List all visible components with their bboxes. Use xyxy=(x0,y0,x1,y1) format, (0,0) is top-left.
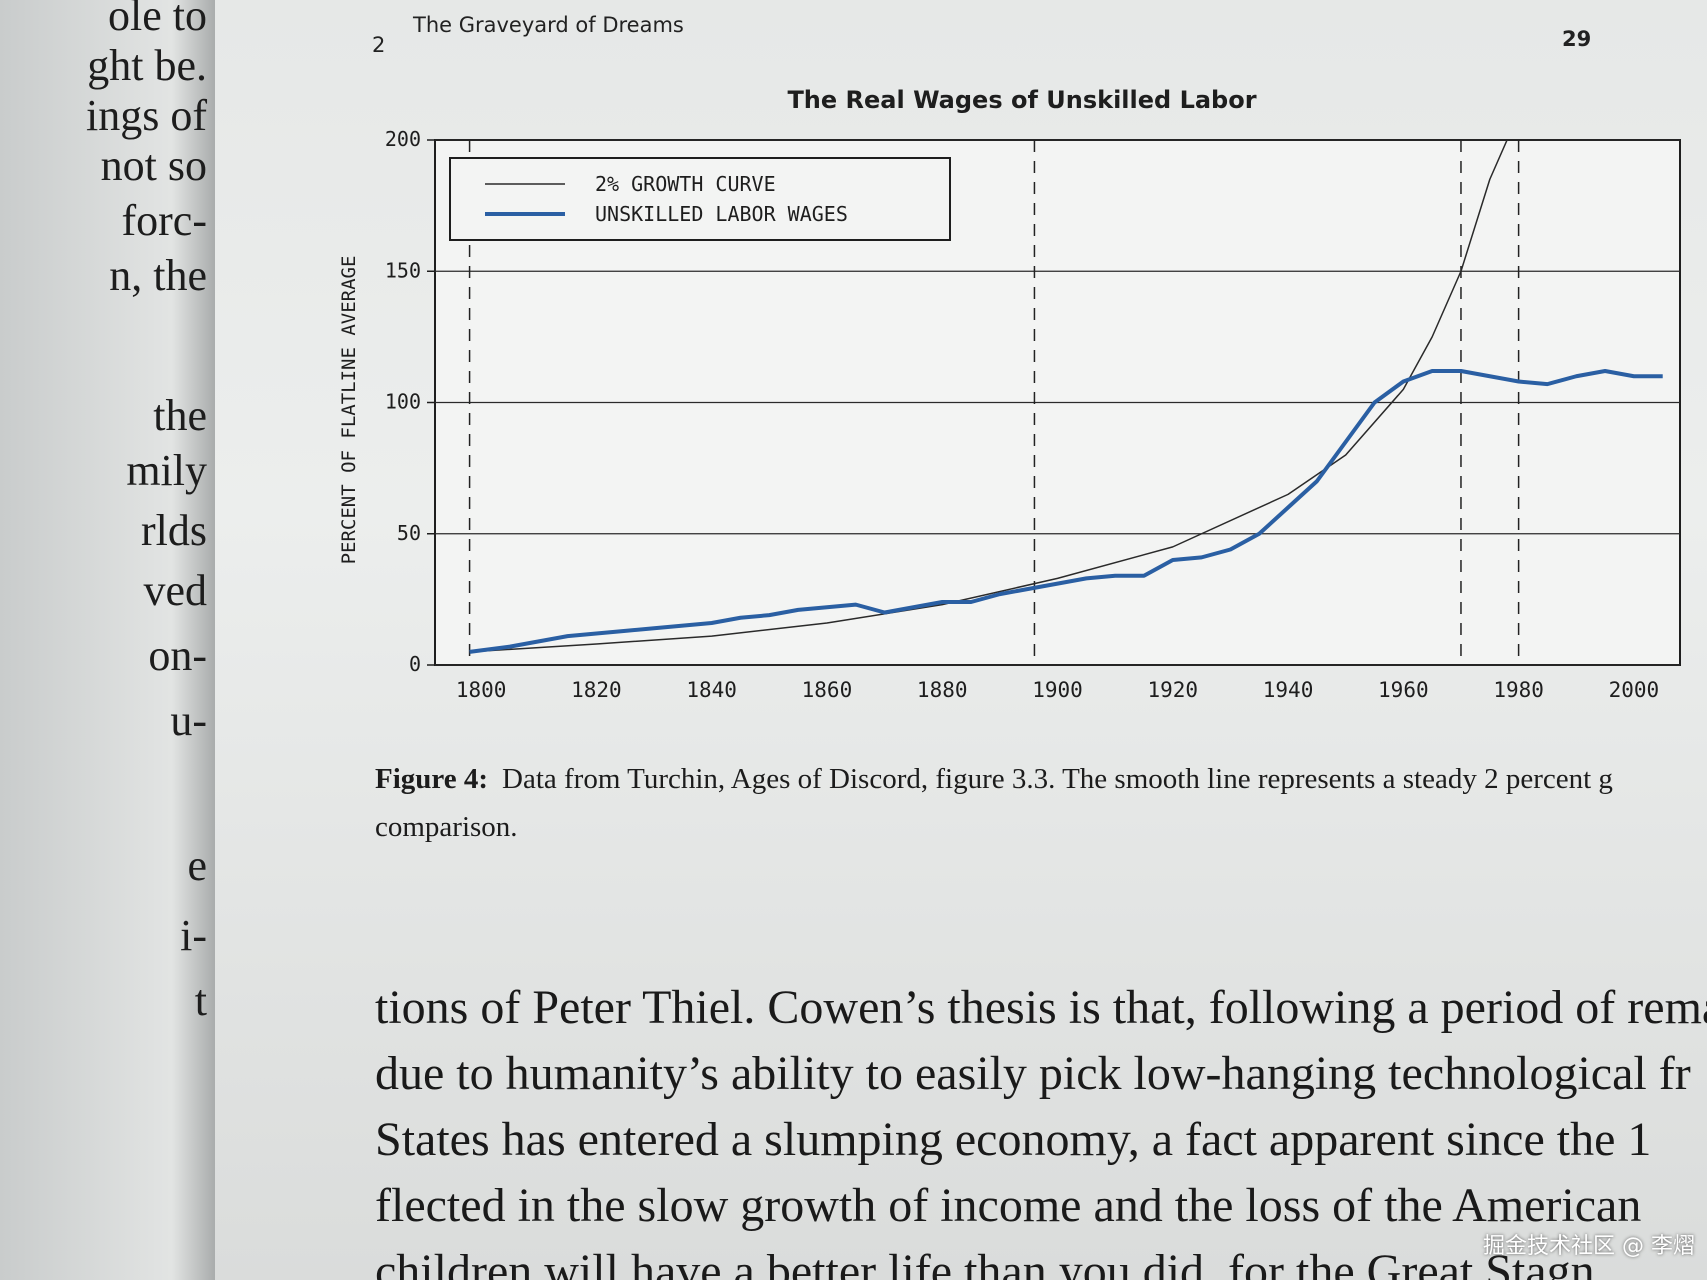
left-page-line: t xyxy=(194,976,207,1025)
left-page-line: ings of xyxy=(86,91,207,140)
x-tick-label: 1980 xyxy=(1493,678,1544,702)
left-page-line: i- xyxy=(180,911,207,960)
body-line: due to humanity’s ability to easily pick… xyxy=(375,1047,1691,1100)
x-tick-label: 1840 xyxy=(686,678,737,702)
x-tick-label: 1820 xyxy=(571,678,622,702)
left-page-line: mily xyxy=(126,446,207,495)
x-tick-label: 1960 xyxy=(1378,678,1429,702)
left-page-line: u- xyxy=(170,696,207,745)
left-page-line: not so xyxy=(100,141,207,190)
watermark: 掘金技术社区 @ 李熠 xyxy=(1483,1234,1695,1259)
x-tick-label: 1880 xyxy=(917,678,968,702)
left-page-line: forc- xyxy=(121,196,208,245)
body-line: tions of Peter Thiel. Cowen’s thesis is … xyxy=(375,981,1707,1034)
y-tick-label: 150 xyxy=(385,258,421,282)
page-number: 29 xyxy=(1562,27,1592,51)
chart: The Real Wages of Unskilled Labor PERCEN… xyxy=(338,86,1681,702)
caption: Figure 4: Data from Turchin, Ages of Disc… xyxy=(375,755,1695,851)
series-line xyxy=(469,140,1508,653)
y-tick-label: 100 xyxy=(385,390,421,414)
left-page-line: rlds xyxy=(141,506,207,555)
caption-text: Data from Turchin, Ages of Discord, figu… xyxy=(502,763,1613,795)
left-page-line: the xyxy=(153,391,207,440)
x-tick-label: 1800 xyxy=(456,678,507,702)
x-tick-label: 1860 xyxy=(802,678,853,702)
left-page: ole to ght be. ings of not so forc-n, the the… xyxy=(0,0,215,1280)
caption-label: Figure 4: xyxy=(375,763,489,795)
x-tick-label: 1920 xyxy=(1147,678,1198,702)
body-line: children will have a better life than yo… xyxy=(375,1245,1595,1280)
legend-box xyxy=(449,157,951,241)
chapter-title: The Graveyard of Dreams xyxy=(413,13,684,37)
caption-continuation: comparison. xyxy=(375,811,518,843)
y-tick-label: 0 xyxy=(409,652,421,676)
left-page-line: ght be. xyxy=(87,41,207,90)
chart-title: The Real Wages of Unskilled Labor xyxy=(787,86,1256,114)
legend-label: 2% GROWTH CURVE xyxy=(595,172,776,196)
left-page-line: ved xyxy=(143,566,207,615)
y-tick-label: 200 xyxy=(385,127,421,151)
left-page-line: ole to xyxy=(108,0,207,40)
y-axis-label: PERCENT OF FLATLINE AVERAGE xyxy=(338,256,360,565)
x-tick-label: 1940 xyxy=(1263,678,1314,702)
series-line xyxy=(469,369,1663,654)
left-page-line: on- xyxy=(148,631,207,680)
body-line: States has entered a slumping economy, a… xyxy=(375,1113,1652,1166)
body-line: flected in the slow growth of income and… xyxy=(375,1179,1642,1232)
chapter-number: 2 xyxy=(372,33,386,57)
legend-label: UNSKILLED LABOR WAGES xyxy=(595,202,848,226)
body-text: tions of Peter Thiel. Cowen’s thesis is … xyxy=(375,975,1707,1280)
y-tick-label: 50 xyxy=(397,521,421,545)
left-page-line: e xyxy=(187,841,207,890)
x-tick-label: 2000 xyxy=(1609,678,1660,702)
left-page-line: n, the xyxy=(109,251,207,300)
x-tick-label: 1900 xyxy=(1032,678,1083,702)
